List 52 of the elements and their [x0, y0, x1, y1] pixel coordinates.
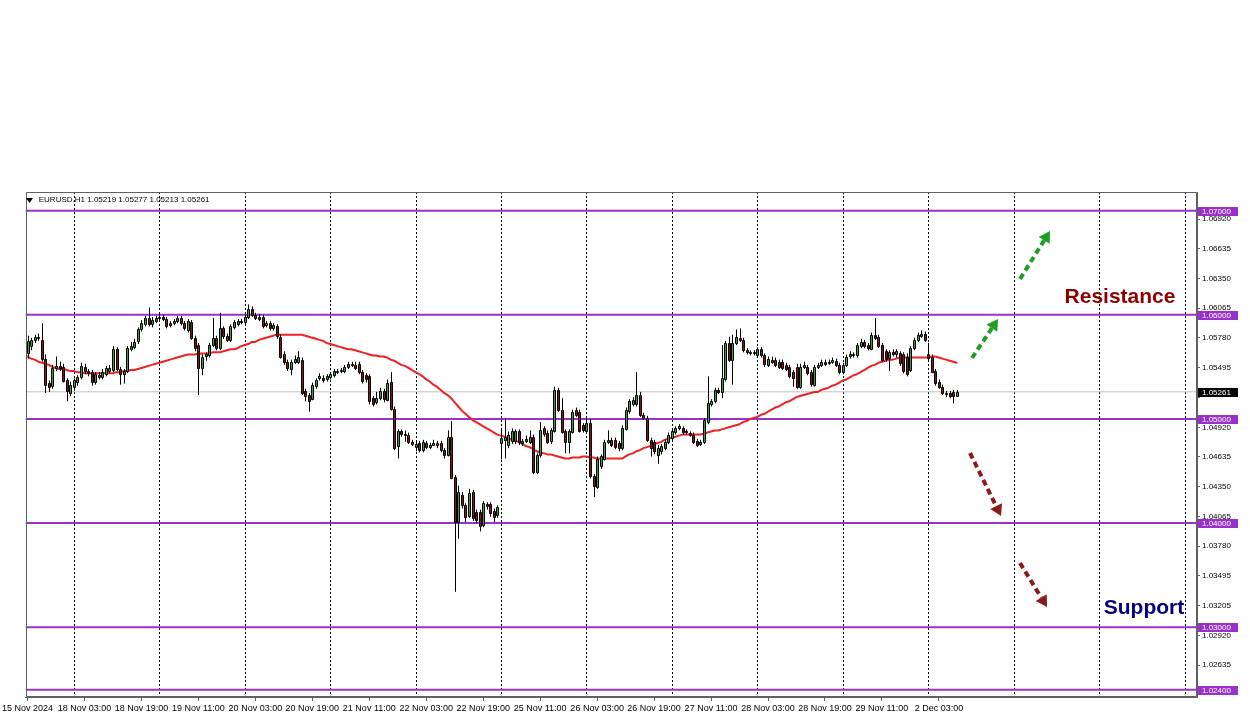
- annotation: Resistance: [1064, 283, 1176, 307]
- y-tick-label: 1.04635: [1202, 452, 1232, 462]
- x-tick-label: 22 Nov 03:00: [399, 702, 454, 713]
- ref-line-label: 1.07000: [1202, 207, 1232, 217]
- candlestick: [799, 363, 802, 390]
- x-tick-label: 29 Nov 11:00: [855, 702, 909, 713]
- ref-line-label: 1.06000: [1202, 311, 1232, 321]
- candlestick: [468, 488, 471, 519]
- annotation: Support: [1103, 594, 1185, 618]
- y-tick-label: 1.03780: [1202, 541, 1232, 551]
- candlestick: [721, 344, 724, 399]
- x-tick-label: 20 Nov 03:00: [228, 702, 283, 713]
- y-tick-label: 1.06350: [1202, 273, 1232, 283]
- candlestick: [639, 391, 642, 418]
- x-tick-label: 27 Nov 11:00: [684, 702, 738, 713]
- y-tick-label: 1.06635: [1202, 243, 1232, 253]
- x-tick-label: 18 Nov 03:00: [57, 702, 112, 713]
- y-tick-label: 1.04920: [1202, 422, 1232, 432]
- y-tick-label: 1.03495: [1202, 570, 1232, 580]
- y-tick-label: 1.02635: [1202, 660, 1232, 670]
- x-tick-label: 25 Nov 11:00: [513, 702, 567, 713]
- candlestick: [112, 345, 115, 373]
- y-tick-label: 1.06920: [1202, 214, 1232, 224]
- chart-title: EURUSD.H1 1.05219 1.05277 1.05213 1.05261: [38, 195, 211, 205]
- candlestick: [482, 500, 485, 528]
- x-tick-label: 2 Dec 03:00: [914, 702, 964, 713]
- x-tick-label: 18 Nov 19:00: [114, 702, 169, 713]
- x-tick-label: 26 Nov 03:00: [570, 702, 624, 713]
- x-tick-label: 28 Nov 19:00: [798, 702, 852, 713]
- x-tick-label: 26 Nov 19:00: [627, 702, 681, 713]
- ref-line-label: 1.03000: [1202, 623, 1232, 633]
- x-tick-label: 22 Nov 19:00: [456, 702, 510, 713]
- candlestick: [731, 334, 734, 386]
- candlestick: [51, 364, 54, 390]
- y-tick-label: 1.03205: [1202, 601, 1232, 611]
- ref-line-label: 1.05261: [1202, 388, 1232, 398]
- y-tick-label: 1.05495: [1202, 362, 1232, 372]
- candlestick: [796, 363, 799, 390]
- y-tick-label: 1.04065: [1202, 511, 1232, 521]
- x-tick-label: 19 Nov 11:00: [171, 702, 225, 713]
- x-tick-label: 20 Nov 19:00: [285, 702, 340, 713]
- y-tick-label: 1.06065: [1202, 303, 1232, 313]
- ref-line-label: 1.02400: [1202, 686, 1232, 696]
- y-tick-label: 1.05780: [1202, 332, 1232, 342]
- ref-line-label: 1.05000: [1202, 415, 1232, 425]
- x-tick-label: 21 Nov 11:00: [342, 702, 396, 713]
- x-tick-label: 15 Nov 2024: [2, 702, 54, 713]
- ref-line-label: 1.04000: [1202, 519, 1232, 529]
- candlestick: [532, 434, 535, 475]
- y-tick-label: 1.02920: [1202, 630, 1232, 640]
- x-tick-label: 28 Nov 03:00: [741, 702, 795, 713]
- y-tick-label: 1.04350: [1202, 481, 1232, 491]
